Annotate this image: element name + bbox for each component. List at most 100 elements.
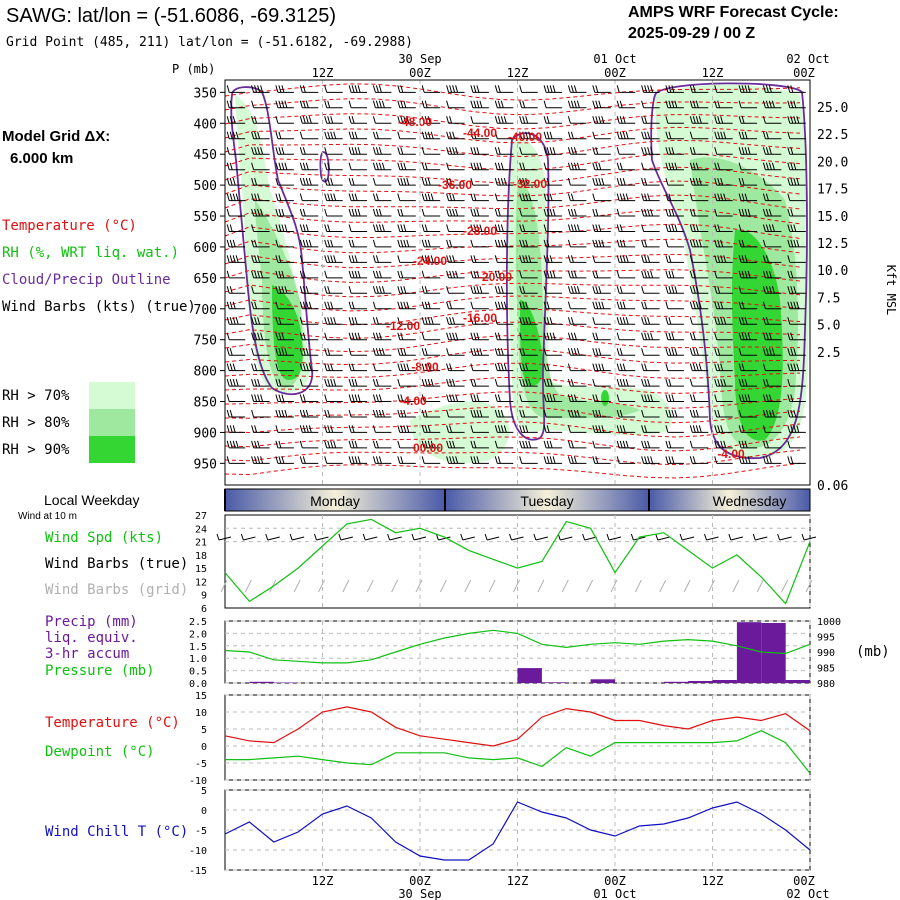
wind-barb — [251, 116, 270, 124]
wind-barb — [348, 270, 368, 279]
wind-barb-flag — [625, 317, 629, 325]
station-title: SAWG: lat/lon = (-51.6086, -69.3125) — [6, 5, 336, 27]
wind-barb — [446, 378, 465, 387]
wind-barb-flag — [470, 147, 474, 155]
wind-barb — [543, 378, 563, 387]
temperature-contour-label: -20.00 — [478, 270, 512, 284]
wind-barb-flag — [698, 177, 702, 186]
wind-barb-flag — [348, 378, 352, 387]
wind-barb-flag — [494, 131, 498, 139]
wind-barb-flag — [543, 317, 547, 325]
wind-barb-flag — [333, 193, 337, 201]
wind-barb-flag — [397, 85, 401, 93]
temperature-contour — [224, 421, 801, 438]
wind-barb-flag — [403, 286, 407, 294]
wind-barb-flag — [616, 270, 620, 279]
wind-barb-flag — [473, 317, 477, 325]
wind-barb-flag — [762, 286, 766, 294]
panel-tick-label: 1.0 — [189, 654, 207, 665]
wind-barb-flag — [302, 348, 306, 356]
wind-barb-flag — [397, 394, 401, 402]
wind-barb — [738, 193, 758, 202]
wind-barb — [275, 208, 294, 217]
wind-barb-flag — [595, 286, 599, 294]
wind-barb-flag — [427, 239, 431, 248]
precip-bar — [688, 681, 713, 683]
wind-barb-flag — [494, 177, 498, 186]
wind-barb-flag — [424, 363, 428, 371]
wind-barb-flag — [665, 255, 669, 263]
wind-barb — [275, 131, 294, 140]
wind-barb — [714, 378, 733, 387]
wind-barb-flag — [714, 177, 718, 186]
wind-barb-flag — [378, 100, 382, 108]
wind-barb — [567, 255, 587, 263]
wind-barb-true — [243, 536, 256, 541]
wind-barb-flag — [299, 456, 303, 464]
wind-barb-flag — [598, 348, 602, 356]
wind-barb-flag — [226, 332, 230, 340]
wind-barb-flag — [372, 239, 376, 248]
wind-barb-flag — [299, 85, 303, 93]
wind-barb-flag — [500, 409, 504, 418]
wind-barb-flag — [260, 394, 264, 402]
wind-barb — [324, 85, 343, 93]
wind-barb-flag — [528, 440, 532, 449]
wind-barb-flag — [793, 177, 797, 186]
top-date-label: 30 Sep — [398, 52, 441, 66]
wind-barb-flag — [275, 85, 279, 93]
wind-barb-flag — [351, 208, 355, 217]
wind-barb-flag — [348, 409, 352, 418]
wind-barb-flag — [497, 409, 501, 418]
wind-barb-flag — [616, 409, 620, 418]
wind-barb-flag — [397, 425, 401, 433]
wind-barb-flag — [744, 332, 748, 340]
wind-barb-flag — [254, 85, 258, 93]
wind-barb-flag — [573, 208, 577, 217]
wind-barb — [397, 348, 416, 356]
wind-barb — [616, 193, 636, 202]
top-tick-label: 00Z — [793, 66, 815, 80]
wind-barb-flag — [257, 147, 261, 155]
wind-barb-flag — [324, 456, 328, 464]
wind-barb — [299, 116, 319, 124]
wind-barb-flag — [251, 348, 255, 356]
wind-barb-flag — [692, 147, 696, 155]
wind-barb — [348, 239, 368, 248]
wind-barb-flag — [449, 193, 453, 201]
wind-barb-flag — [741, 317, 745, 325]
wind-barb — [592, 301, 611, 310]
wind-barb-flag — [519, 177, 523, 186]
wind-barb-flag — [765, 162, 769, 170]
wind-barb-flag — [641, 147, 645, 155]
wind-barb-flag — [494, 162, 498, 170]
wind-barb-flag — [595, 208, 599, 217]
wind-barb-true-flag — [362, 533, 366, 541]
wind-barb-flag — [348, 208, 352, 217]
wind-barb-flag — [741, 456, 745, 464]
wind-barb — [372, 348, 392, 356]
wind-barb-flag — [519, 301, 523, 309]
wind-barb-flag — [622, 363, 626, 371]
wind-barb-flag — [354, 378, 358, 387]
wind-barb-flag — [281, 208, 285, 217]
wind-barb-flag — [768, 348, 772, 356]
wind-barb — [543, 147, 563, 155]
wind-barb-flag — [308, 425, 312, 433]
wind-barb-flag — [543, 162, 547, 170]
wind-barb-flag — [598, 239, 602, 248]
wind-barb — [616, 394, 636, 402]
wind-barb-true-flag — [338, 533, 342, 541]
wind-barb-flag — [497, 85, 501, 93]
wind-barb-flag — [768, 100, 772, 108]
wind-barb-flag — [616, 193, 620, 201]
wind-barb-flag — [354, 332, 358, 340]
temperature-contour-label: -4.00 — [399, 394, 427, 408]
wind-barb — [324, 409, 343, 418]
wind-barb-flag — [430, 255, 434, 263]
pressure-tick-label: 950 — [194, 457, 217, 472]
wind-barb-flag — [452, 332, 456, 340]
wind-barb-flag — [570, 100, 574, 108]
wind-barb-flag — [570, 162, 574, 170]
